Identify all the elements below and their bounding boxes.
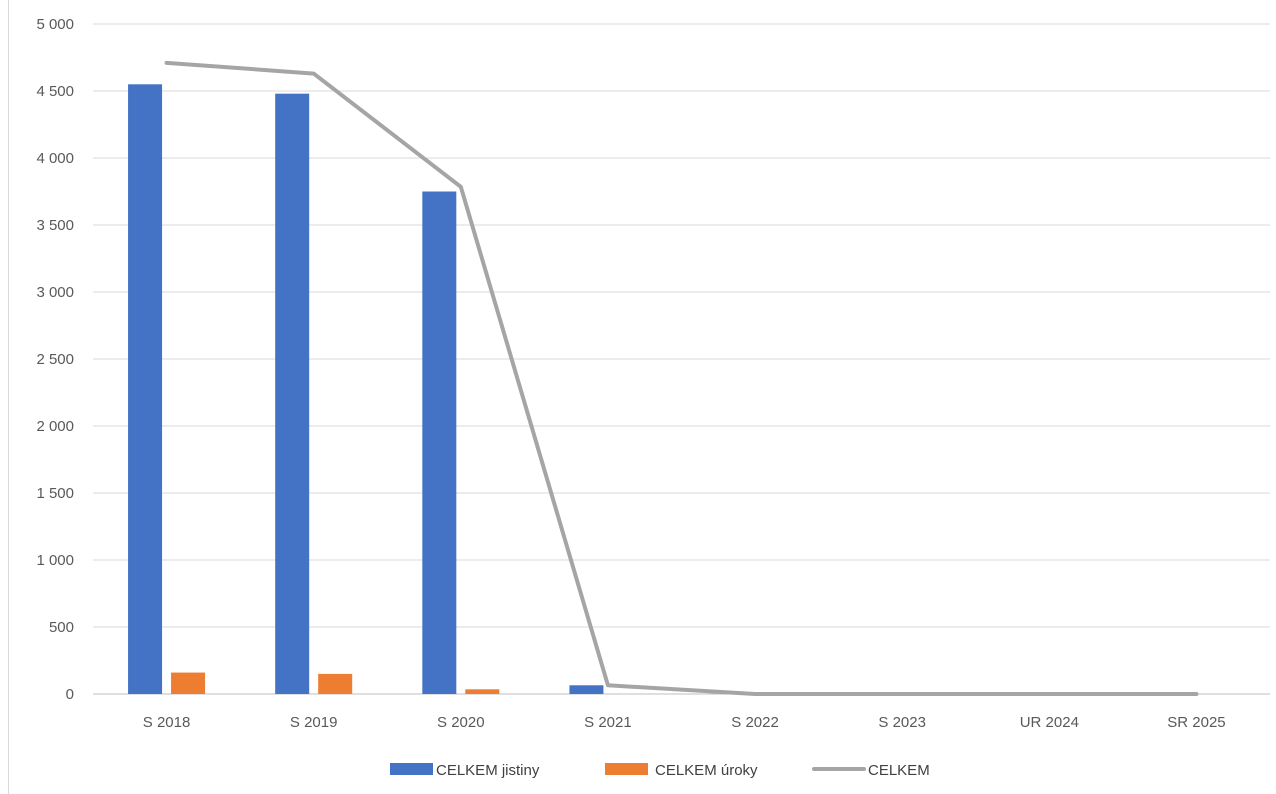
- y-tick-label: 0: [66, 686, 74, 703]
- chart-frame: [8, 0, 1276, 794]
- y-tick-label: 4 000: [36, 150, 74, 167]
- legend-label: CELKEM jistiny: [436, 762, 540, 779]
- y-tick-label: 4 500: [36, 83, 74, 100]
- x-tick-label: S 2020: [437, 714, 485, 731]
- y-tick-label: 2 000: [36, 418, 74, 435]
- bar-celkem-úroky: [318, 673, 353, 694]
- x-tick-label: S 2021: [584, 714, 632, 731]
- x-axis-ticks: S 2018 S 2019 S 2020 S 2021 S 2022 S 2023 UR 2…: [143, 714, 1226, 731]
- bar-celkem-jistiny: [128, 84, 163, 695]
- y-tick-label: 1 000: [36, 552, 74, 569]
- bar-celkem-jistiny: [275, 93, 310, 695]
- legend: CELKEM jistiny CELKEM úroky CELKEM: [390, 762, 930, 779]
- y-tick-label: 500: [49, 619, 74, 636]
- x-tick-label: S 2018: [143, 714, 191, 731]
- y-tick-label: 3 000: [36, 284, 74, 301]
- x-tick-label: S 2022: [731, 714, 779, 731]
- y-axis-ticks: 0 500 1 000 1 500 2 000 2 500 3 000 3 500 4 000 4…: [36, 16, 74, 703]
- legend-swatch-bar: [605, 763, 648, 775]
- bars: [128, 84, 604, 695]
- x-tick-label: SR 2025: [1167, 714, 1225, 731]
- y-tick-label: 3 500: [36, 217, 74, 234]
- y-tick-label: 1 500: [36, 485, 74, 502]
- bar-celkem-úroky: [465, 689, 500, 694]
- bar-celkem-jistiny: [422, 191, 457, 694]
- gridlines: [93, 23, 1270, 695]
- x-tick-label: UR 2024: [1020, 714, 1079, 731]
- y-tick-label: 2 500: [36, 351, 74, 368]
- legend-label: CELKEM: [868, 762, 930, 779]
- legend-label: CELKEM úroky: [655, 762, 758, 779]
- line-series-celkem: [164, 60, 1199, 696]
- legend-swatch-bar: [390, 763, 433, 775]
- bar-celkem-úroky: [171, 672, 206, 694]
- bar-celkem-jistiny: [569, 685, 604, 694]
- x-tick-label: S 2023: [878, 714, 926, 731]
- y-tick-label: 5 000: [36, 16, 74, 33]
- x-tick-label: S 2019: [290, 714, 338, 731]
- line-series: [164, 60, 1199, 696]
